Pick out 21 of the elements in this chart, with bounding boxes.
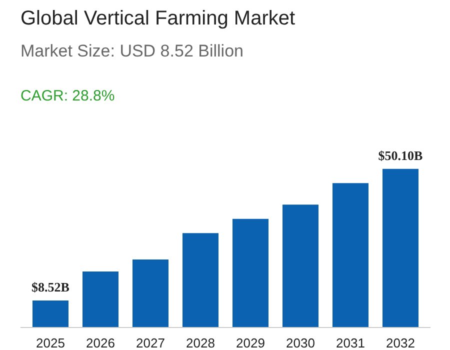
bar xyxy=(382,168,418,328)
chart-subtitle: Market Size: USD 8.52 Billion xyxy=(20,42,244,60)
x-tick-label: 2032 xyxy=(386,336,415,350)
bar xyxy=(82,271,118,328)
text: CAGR: 28.8% xyxy=(20,88,115,104)
bar xyxy=(32,300,68,328)
bar xyxy=(282,204,318,328)
data-label: $8.52B xyxy=(32,280,70,295)
x-tick-label: 2028 xyxy=(186,336,215,350)
bar xyxy=(182,233,218,328)
bar xyxy=(332,183,368,328)
x-tick-label: 2026 xyxy=(86,336,115,350)
x-tick-label: 2027 xyxy=(136,336,165,350)
x-tick-label: 2031 xyxy=(336,336,365,350)
x-tick-label: 2029 xyxy=(236,336,265,350)
x-tick-label: 2025 xyxy=(36,336,65,350)
data-label: $50.10B xyxy=(378,148,424,163)
bar xyxy=(132,259,168,328)
chart-title: Global Vertical Farming Market xyxy=(20,8,296,30)
x-tick-label: 2030 xyxy=(286,336,315,350)
bar xyxy=(232,218,268,328)
